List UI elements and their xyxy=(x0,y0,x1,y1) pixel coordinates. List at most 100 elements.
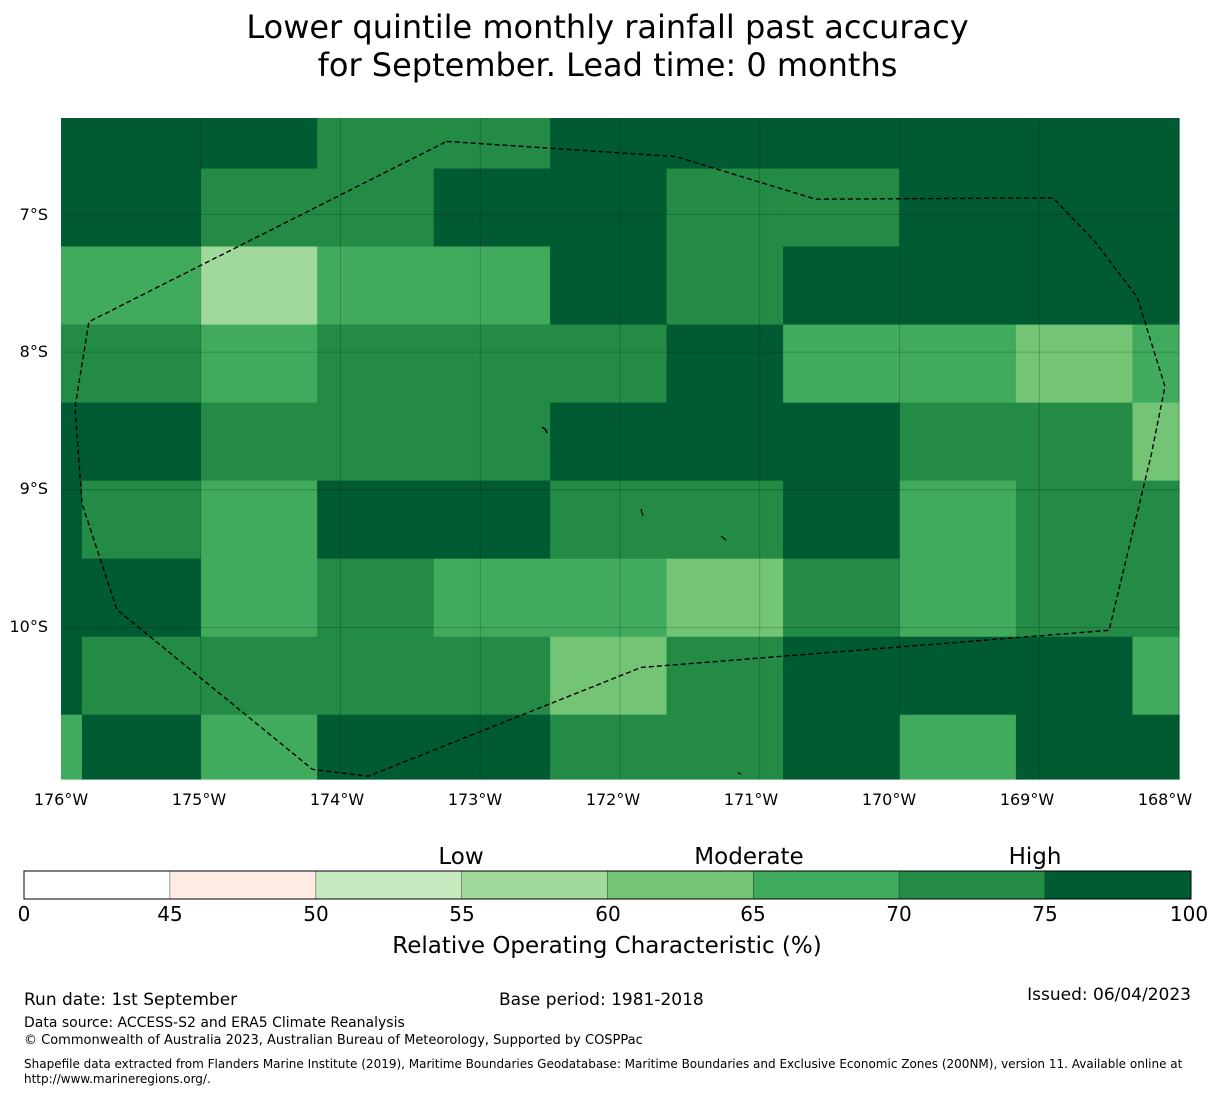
lon-label-172w: 172°W xyxy=(586,790,641,809)
colorbar-tick-label: 55 xyxy=(449,902,474,926)
lat-label-7s: 7°S xyxy=(20,205,48,224)
colorbar-tick-label: 75 xyxy=(1032,902,1057,926)
roc-cell xyxy=(433,246,551,326)
roc-cell xyxy=(81,246,202,326)
colorbar-tick-label: 70 xyxy=(886,902,911,926)
roc-cell xyxy=(550,324,668,404)
lon-label-169w: 169°W xyxy=(1000,790,1055,809)
island-tutuila-outline xyxy=(640,508,644,517)
island-outlines xyxy=(541,426,742,775)
roc-cell xyxy=(666,324,784,404)
roc-cell xyxy=(81,558,202,638)
roc-cell xyxy=(666,480,784,560)
roc-cell xyxy=(61,246,83,326)
roc-cell xyxy=(200,636,318,716)
colorbar-tick-label: 100 xyxy=(1170,902,1208,926)
roc-cell xyxy=(550,714,668,780)
roc-cell xyxy=(433,636,551,716)
colorbar-tick-label: 60 xyxy=(595,902,620,926)
roc-cell xyxy=(1015,714,1134,780)
roc-cell xyxy=(433,118,551,170)
roc-cell xyxy=(433,324,551,404)
roc-cell xyxy=(81,324,202,404)
lon-label-174w: 174°W xyxy=(310,790,365,809)
roc-cell xyxy=(1132,168,1180,248)
colorbar-tick-label: 65 xyxy=(740,902,765,926)
roc-cell xyxy=(550,480,668,560)
roc-cell xyxy=(200,558,318,638)
roc-cell xyxy=(61,402,83,482)
roc-cell xyxy=(1132,714,1180,780)
roc-cell xyxy=(200,118,318,170)
roc-cell xyxy=(1015,168,1134,248)
roc-cell xyxy=(433,480,551,560)
longitude-labels: 176°W 175°W 174°W 173°W 172°W 171°W 170°… xyxy=(34,790,1193,809)
lon-label-170w: 170°W xyxy=(862,790,917,809)
roc-cell xyxy=(899,246,1017,326)
roc-cell xyxy=(317,118,435,170)
roc-cell xyxy=(783,246,901,326)
roc-cell xyxy=(550,402,668,482)
roc-cell xyxy=(317,636,435,716)
roc-cell xyxy=(666,714,784,780)
issued-date: Issued: 06/04/2023 xyxy=(1027,985,1191,1005)
island-manua-outline xyxy=(720,535,727,541)
roc-cell xyxy=(783,558,901,638)
roc-cell xyxy=(433,168,551,248)
roc-cell xyxy=(1015,118,1134,170)
base-period: Base period: 1981-2018 xyxy=(499,990,704,1010)
roc-cell xyxy=(200,480,318,560)
roc-cell xyxy=(433,402,551,482)
colorbar-tick-label: 50 xyxy=(303,902,328,926)
colorbar-tick-label: 0 xyxy=(18,902,31,926)
roc-cell xyxy=(1132,480,1180,560)
roc-cell xyxy=(899,118,1017,170)
colorbar-swatch xyxy=(607,870,754,900)
island-rose-outline xyxy=(737,772,742,775)
roc-cell xyxy=(200,714,318,780)
roc-cell xyxy=(317,558,435,638)
roc-cell xyxy=(783,402,901,482)
colorbar-ticks: 0 45 50 55 60 65 70 75 100 xyxy=(18,902,1208,926)
roc-cell xyxy=(899,324,1017,404)
chart-title-line-1: Lower quintile monthly rainfall past acc… xyxy=(246,8,969,46)
roc-cell xyxy=(783,714,901,780)
roc-cell xyxy=(783,324,901,404)
roc-cell xyxy=(81,714,202,780)
lon-label-171w: 171°W xyxy=(724,790,779,809)
roc-cell xyxy=(61,118,83,170)
chart-title-line-2: for September. Lead time: 0 months xyxy=(317,46,898,84)
roc-cell xyxy=(61,558,83,638)
roc-cell xyxy=(1015,402,1134,482)
island-swains-outline xyxy=(541,426,548,434)
lat-label-8s: 8°S xyxy=(20,342,48,361)
roc-cell xyxy=(433,558,551,638)
roc-cell xyxy=(200,324,318,404)
colorbar-category-high: High xyxy=(1009,844,1062,870)
roc-cell xyxy=(666,118,784,170)
roc-cell xyxy=(1015,558,1134,638)
roc-cell xyxy=(899,714,1017,780)
lon-label-168w: 168°W xyxy=(1138,790,1193,809)
roc-cell xyxy=(61,636,83,716)
latitude-labels: 7°S 8°S 9°S 10°S xyxy=(9,205,48,636)
roc-cell xyxy=(61,324,83,404)
roc-cell xyxy=(433,714,551,780)
colorbar-swatch xyxy=(169,870,317,900)
roc-cell xyxy=(899,480,1017,560)
roc-cell xyxy=(200,246,318,326)
roc-cell xyxy=(550,636,668,716)
colorbar-title: Relative Operating Characteristic (%) xyxy=(392,933,821,959)
roc-cell xyxy=(317,324,435,404)
roc-cell xyxy=(666,558,784,638)
roc-cell xyxy=(61,714,83,780)
roc-cell xyxy=(317,168,435,248)
copyright: © Commonwealth of Australia 2023, Austra… xyxy=(24,1033,643,1048)
lon-label-176w: 176°W xyxy=(34,790,89,809)
roc-cell xyxy=(200,168,318,248)
roc-cell xyxy=(783,118,901,170)
colorbar-swatch xyxy=(315,870,463,900)
roc-cell xyxy=(200,402,318,482)
roc-cell xyxy=(1015,324,1134,404)
colorbar-swatch xyxy=(898,870,1046,900)
